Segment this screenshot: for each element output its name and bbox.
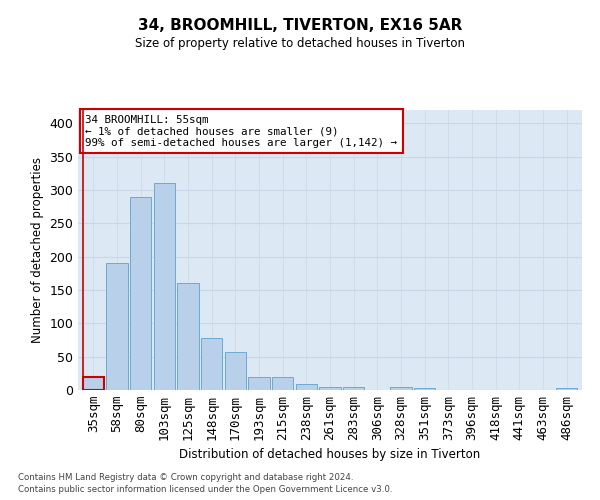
Bar <box>296 384 317 390</box>
Bar <box>391 386 412 390</box>
Bar <box>414 388 435 390</box>
Bar <box>248 376 269 390</box>
Text: Size of property relative to detached houses in Tiverton: Size of property relative to detached ho… <box>135 38 465 51</box>
Y-axis label: Number of detached properties: Number of detached properties <box>31 157 44 343</box>
Text: 34 BROOMHILL: 55sqm
← 1% of detached houses are smaller (9)
99% of semi-detached: 34 BROOMHILL: 55sqm ← 1% of detached hou… <box>85 114 397 148</box>
Bar <box>106 264 128 390</box>
Bar <box>556 388 577 390</box>
Bar <box>154 184 175 390</box>
Bar <box>201 338 223 390</box>
X-axis label: Distribution of detached houses by size in Tiverton: Distribution of detached houses by size … <box>179 448 481 461</box>
Bar <box>178 284 199 390</box>
Bar <box>225 352 246 390</box>
Bar <box>319 386 341 390</box>
Text: 34, BROOMHILL, TIVERTON, EX16 5AR: 34, BROOMHILL, TIVERTON, EX16 5AR <box>138 18 462 32</box>
Text: Contains public sector information licensed under the Open Government Licence v3: Contains public sector information licen… <box>18 486 392 494</box>
Bar <box>83 376 104 390</box>
Bar <box>272 376 293 390</box>
Bar <box>130 196 151 390</box>
Text: Contains HM Land Registry data © Crown copyright and database right 2024.: Contains HM Land Registry data © Crown c… <box>18 473 353 482</box>
Bar <box>343 386 364 390</box>
